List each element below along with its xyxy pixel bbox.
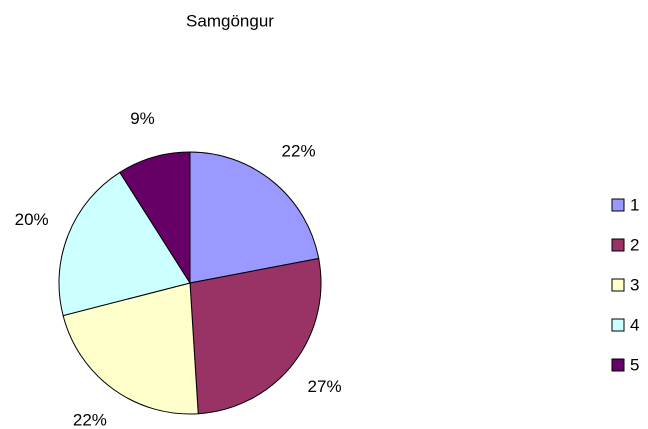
legend-swatch bbox=[611, 318, 625, 332]
pie-slice bbox=[62, 282, 199, 415]
legend-swatch bbox=[611, 238, 625, 252]
data-label: 9% bbox=[130, 109, 155, 128]
data-label: 22% bbox=[282, 141, 316, 160]
data-label: 27% bbox=[308, 377, 342, 396]
legend-swatch bbox=[611, 358, 625, 372]
legend-label: 4 bbox=[630, 315, 639, 334]
legend-label: 1 bbox=[630, 195, 639, 214]
pie-slice bbox=[58, 171, 191, 317]
legend-swatch bbox=[611, 198, 625, 212]
legend-swatch bbox=[611, 278, 625, 292]
pie-slice bbox=[189, 151, 320, 284]
pie-slice bbox=[119, 151, 191, 285]
pie-slice bbox=[189, 257, 322, 415]
data-label: 20% bbox=[15, 210, 49, 229]
legend-label: 5 bbox=[630, 355, 639, 374]
legend-label: 2 bbox=[630, 235, 639, 254]
legend-label: 3 bbox=[630, 275, 639, 294]
data-label: 22% bbox=[73, 410, 107, 429]
chart-title: Samgöngur bbox=[186, 11, 274, 30]
